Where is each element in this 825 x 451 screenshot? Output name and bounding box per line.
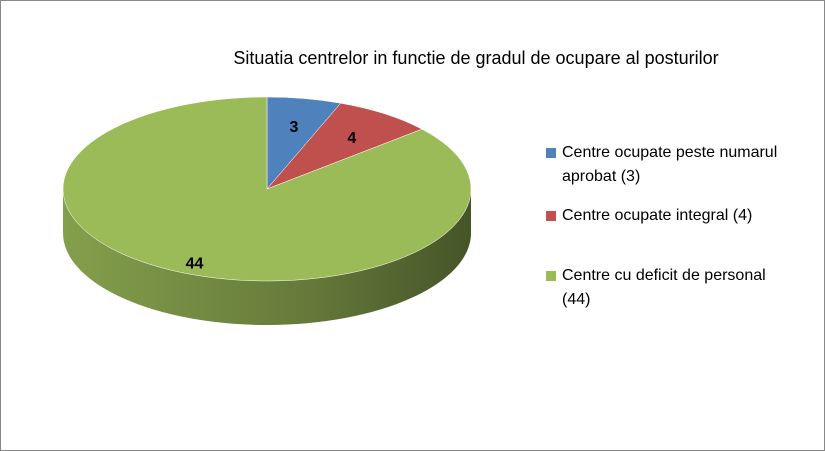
slice bbox=[62, 96, 472, 282]
data-label: 44 bbox=[186, 255, 204, 272]
slice bbox=[266, 102, 423, 190]
data-label: 4 bbox=[347, 130, 356, 147]
chart-title: Situatia centrelor in functie de gradul … bbox=[233, 48, 718, 68]
legend-label: Centre ocupate peste numarul aprobat (3) bbox=[562, 144, 778, 185]
legend-label: Centre ocupate integral (4) bbox=[562, 207, 753, 224]
data-label: 3 bbox=[290, 119, 299, 136]
legend-item: Centre cu deficit de personal (44) bbox=[546, 264, 796, 312]
legend-swatch bbox=[546, 148, 556, 158]
legend-item: Centre ocupate peste numarul aprobat (3) bbox=[546, 141, 796, 189]
legend-label: Centre cu deficit de personal (44) bbox=[562, 267, 766, 308]
slice-side-shade bbox=[63, 189, 471, 325]
legend-swatch bbox=[546, 211, 556, 221]
legend-item: Centre ocupate integral (4) bbox=[546, 204, 796, 228]
legend-swatch bbox=[546, 271, 556, 281]
